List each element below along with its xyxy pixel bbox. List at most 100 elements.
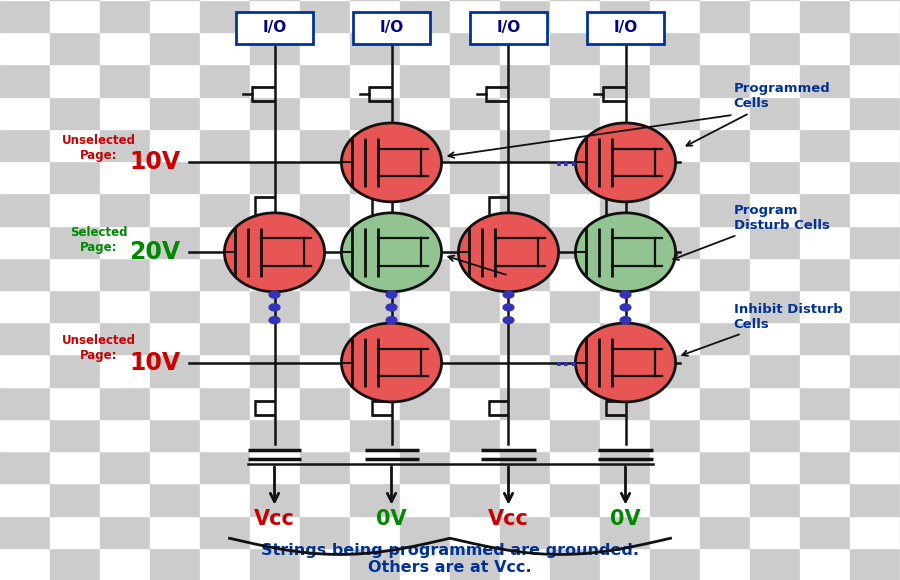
- Bar: [50, 32, 100, 64]
- Bar: [500, 226, 550, 258]
- Bar: [650, 419, 700, 451]
- Text: Vcc: Vcc: [488, 509, 529, 529]
- Bar: [250, 548, 300, 580]
- Bar: [150, 258, 200, 290]
- Bar: [850, 64, 900, 97]
- Bar: [150, 419, 200, 451]
- Bar: [300, 354, 350, 387]
- Bar: [650, 258, 700, 290]
- Bar: [700, 516, 750, 548]
- Bar: [150, 516, 200, 548]
- Circle shape: [620, 304, 631, 311]
- Bar: [450, 129, 500, 161]
- Bar: [400, 387, 450, 419]
- Text: I/O: I/O: [614, 20, 637, 35]
- Bar: [550, 419, 600, 451]
- Bar: [300, 226, 350, 258]
- Bar: [50, 226, 100, 258]
- Bar: [450, 290, 500, 322]
- Bar: [800, 0, 850, 32]
- Bar: [600, 548, 650, 580]
- Bar: [650, 290, 700, 322]
- Bar: [200, 0, 250, 32]
- Bar: [250, 0, 300, 32]
- Bar: [250, 483, 300, 516]
- Bar: [250, 419, 300, 451]
- Bar: [850, 419, 900, 451]
- Text: Vcc: Vcc: [254, 509, 295, 529]
- Bar: [0, 548, 50, 580]
- Circle shape: [269, 291, 280, 298]
- Text: Program
Disturb Cells: Program Disturb Cells: [673, 204, 830, 260]
- Bar: [800, 516, 850, 548]
- Bar: [400, 516, 450, 548]
- Bar: [150, 290, 200, 322]
- Bar: [250, 290, 300, 322]
- Bar: [700, 64, 750, 97]
- Bar: [700, 129, 750, 161]
- Bar: [0, 322, 50, 354]
- Bar: [500, 322, 550, 354]
- Bar: [300, 419, 350, 451]
- Bar: [100, 419, 150, 451]
- Bar: [700, 322, 750, 354]
- Bar: [250, 32, 300, 64]
- Bar: [500, 193, 550, 226]
- Bar: [850, 516, 900, 548]
- Bar: [650, 387, 700, 419]
- Bar: [450, 354, 500, 387]
- Bar: [750, 483, 800, 516]
- Bar: [600, 419, 650, 451]
- Bar: [50, 290, 100, 322]
- Bar: [800, 483, 850, 516]
- Bar: [500, 129, 550, 161]
- Bar: [850, 322, 900, 354]
- Bar: [150, 161, 200, 193]
- Bar: [300, 0, 350, 32]
- Bar: [300, 322, 350, 354]
- Bar: [700, 193, 750, 226]
- Bar: [800, 451, 850, 483]
- Bar: [550, 354, 600, 387]
- Bar: [200, 258, 250, 290]
- Bar: [700, 387, 750, 419]
- Text: 0V: 0V: [376, 509, 407, 529]
- Bar: [450, 387, 500, 419]
- Circle shape: [386, 304, 397, 311]
- Bar: [200, 483, 250, 516]
- Bar: [250, 193, 300, 226]
- Bar: [450, 548, 500, 580]
- Bar: [750, 419, 800, 451]
- Bar: [500, 32, 550, 64]
- Bar: [300, 129, 350, 161]
- Bar: [700, 97, 750, 129]
- Bar: [300, 193, 350, 226]
- Bar: [150, 0, 200, 32]
- Bar: [200, 354, 250, 387]
- Bar: [350, 258, 400, 290]
- Bar: [350, 387, 400, 419]
- Bar: [300, 483, 350, 516]
- Bar: [750, 193, 800, 226]
- Bar: [450, 0, 500, 32]
- Bar: [300, 161, 350, 193]
- Bar: [400, 32, 450, 64]
- Bar: [700, 354, 750, 387]
- Bar: [450, 451, 500, 483]
- Bar: [50, 193, 100, 226]
- Bar: [500, 387, 550, 419]
- Text: Inhibit Disturb
Cells: Inhibit Disturb Cells: [682, 303, 842, 356]
- Bar: [100, 258, 150, 290]
- Bar: [50, 548, 100, 580]
- Bar: [500, 97, 550, 129]
- Bar: [500, 451, 550, 483]
- Bar: [600, 322, 650, 354]
- Bar: [400, 419, 450, 451]
- Bar: [650, 97, 700, 129]
- Bar: [650, 516, 700, 548]
- Bar: [750, 451, 800, 483]
- Text: 0V: 0V: [610, 509, 641, 529]
- Bar: [50, 387, 100, 419]
- Bar: [400, 548, 450, 580]
- Bar: [350, 419, 400, 451]
